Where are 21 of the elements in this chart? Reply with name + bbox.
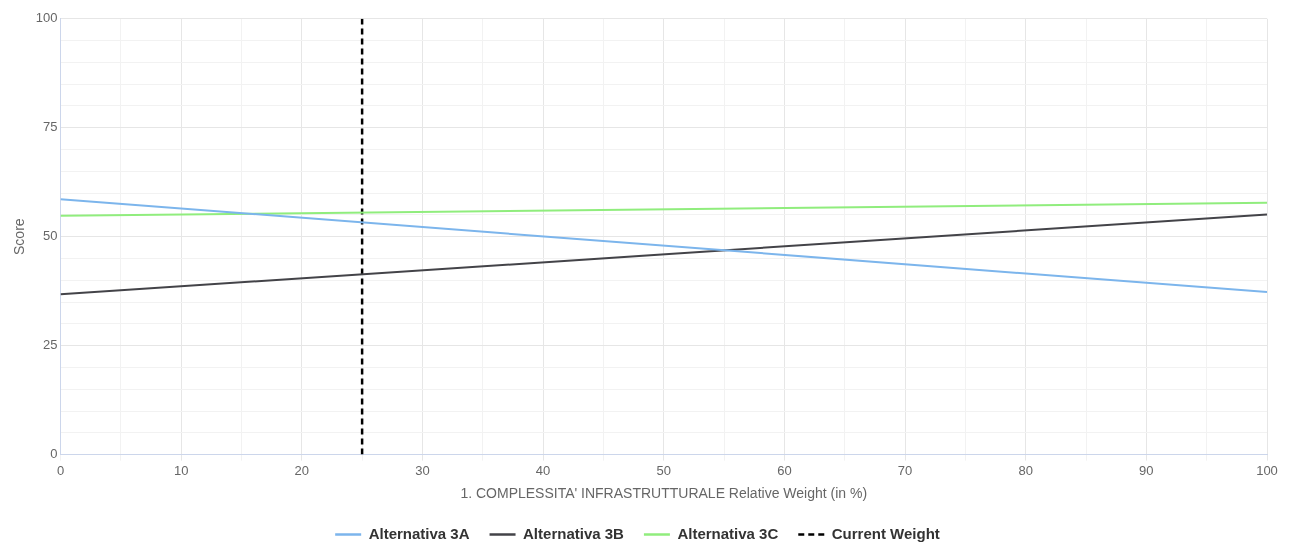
y-tick-label: 50 xyxy=(43,228,58,244)
y-tick-label: 75 xyxy=(43,119,58,135)
legend-label: Alternativa 3C xyxy=(677,524,779,542)
legend-label: Alternativa 3B xyxy=(523,524,625,542)
x-tick-label: 60 xyxy=(777,462,792,478)
x-tick-label: 40 xyxy=(535,462,551,478)
x-tick-label: 70 xyxy=(897,462,913,478)
x-tick-label: 80 xyxy=(1018,462,1033,478)
y-axis-title: Score xyxy=(11,218,28,255)
x-tick-label: 20 xyxy=(294,462,310,478)
x-axis-title: 1. COMPLESSITA' INFRASTRUTTURALE Relative Weight (in %) xyxy=(460,485,868,502)
x-tick-label: 90 xyxy=(1139,462,1154,478)
x-tick-label: 10 xyxy=(173,462,189,478)
x-tick-label: 30 xyxy=(415,462,430,478)
x-tick-label: 50 xyxy=(656,462,671,478)
y-tick-label: 100 xyxy=(35,10,58,26)
y-tick-label: 25 xyxy=(43,337,58,353)
y-tick-label: 0 xyxy=(50,446,58,462)
x-tick-label: 100 xyxy=(1256,462,1278,478)
legend-label: Alternativa 3A xyxy=(368,524,470,542)
legend-label: Current Weight xyxy=(831,524,940,542)
